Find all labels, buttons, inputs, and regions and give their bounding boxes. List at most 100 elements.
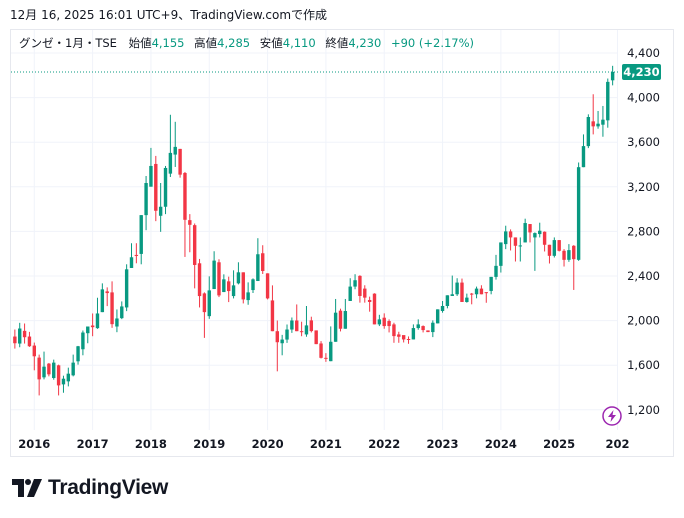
candle-body <box>61 378 66 385</box>
candle-down <box>338 308 343 332</box>
candle-up <box>52 359 56 380</box>
candle-body <box>173 146 177 155</box>
candle-down <box>27 331 32 347</box>
candle-body <box>129 257 134 268</box>
candle-up <box>465 293 469 303</box>
candle-up <box>329 326 333 362</box>
candle-up <box>280 334 284 356</box>
candle-body <box>81 332 85 350</box>
candle-up <box>251 278 255 294</box>
candle-up <box>581 134 586 168</box>
candle-up <box>222 274 226 293</box>
low-value: 4,110 <box>282 36 316 50</box>
candle-body <box>66 373 71 382</box>
candle-down <box>426 330 430 333</box>
time-tick-label: 2025 <box>543 437 575 451</box>
tradingview-logo[interactable]: TradingView <box>12 476 168 500</box>
candle-body <box>460 282 464 302</box>
candle-body <box>110 292 114 325</box>
candle-down <box>299 321 304 337</box>
ohlc-legend: グンゼ・1月・TSE 始値4,155 高値4,285 安値4,110 終値4,2… <box>19 35 480 51</box>
candle-up <box>333 298 338 342</box>
candle-up <box>81 330 85 356</box>
candle-body <box>154 163 158 211</box>
candle-body <box>265 273 270 299</box>
candle-down <box>270 285 275 332</box>
candle-body <box>183 172 187 220</box>
candle-down <box>56 364 61 396</box>
candle-up <box>411 324 416 340</box>
candle-body <box>222 279 226 293</box>
time-tick-label: 202 <box>605 437 629 451</box>
candle-up <box>71 354 75 377</box>
candle-down <box>183 171 187 257</box>
candle-body <box>596 123 600 127</box>
candle-body <box>401 335 406 340</box>
candle-body <box>304 325 309 335</box>
candle-up <box>173 121 177 167</box>
candle-body <box>217 262 221 296</box>
candle-body <box>504 231 508 245</box>
candle-body <box>37 357 41 380</box>
candle-down <box>314 330 318 345</box>
candle-body <box>134 254 139 256</box>
candle-down <box>392 322 396 343</box>
candle-up <box>290 317 294 333</box>
last-price-label: 4,230 <box>623 65 659 79</box>
candle-body <box>367 299 372 302</box>
candle-down <box>105 287 109 307</box>
candle-down <box>37 354 41 396</box>
candle-body <box>533 233 537 238</box>
candle-up <box>168 114 173 177</box>
candle-up <box>285 324 289 343</box>
candle-up <box>431 320 435 338</box>
candle-body <box>13 336 17 344</box>
candle-down <box>110 281 114 328</box>
candle-body <box>426 330 430 333</box>
candle-body <box>435 309 440 324</box>
candle-down <box>528 224 532 243</box>
candle-body <box>363 288 367 298</box>
candle-down <box>387 319 391 333</box>
candle-up <box>499 242 503 273</box>
close-label: 終値 <box>325 36 349 50</box>
candle-body <box>188 220 192 225</box>
candle-up <box>518 237 522 262</box>
candle-up <box>158 183 163 232</box>
candle-body <box>479 288 484 295</box>
candle-body <box>231 285 236 297</box>
candle-up <box>523 218 527 243</box>
candle-up <box>66 367 71 387</box>
candle-body <box>22 330 27 338</box>
bolt-icon[interactable] <box>602 406 622 426</box>
candle-body <box>601 119 605 125</box>
candle-up <box>115 309 119 333</box>
candle-body <box>499 242 503 266</box>
candle-body <box>52 362 56 379</box>
candle-down <box>265 273 270 300</box>
price-tick-label: 4,400 <box>627 46 660 60</box>
candle-down <box>13 329 17 349</box>
price-tick-label: 3,600 <box>627 135 660 149</box>
candle-body <box>227 281 231 292</box>
candle-down <box>295 304 299 332</box>
candles <box>13 65 615 396</box>
candle-body <box>42 366 46 378</box>
candle-up <box>348 278 352 301</box>
candle-body <box>382 317 386 327</box>
candle-up <box>533 232 537 271</box>
candle-body <box>489 276 493 291</box>
candle-down <box>192 223 197 289</box>
candle-body <box>319 343 323 358</box>
candle-body <box>494 265 498 277</box>
candle-body <box>18 328 22 344</box>
candle-down <box>227 276 231 303</box>
candle-up <box>474 286 479 299</box>
candle-down <box>542 231 547 252</box>
candle-up <box>139 215 143 265</box>
candle-down <box>513 237 518 262</box>
candle-up <box>440 300 445 313</box>
candle-body <box>431 322 435 333</box>
candle-body <box>324 357 328 359</box>
